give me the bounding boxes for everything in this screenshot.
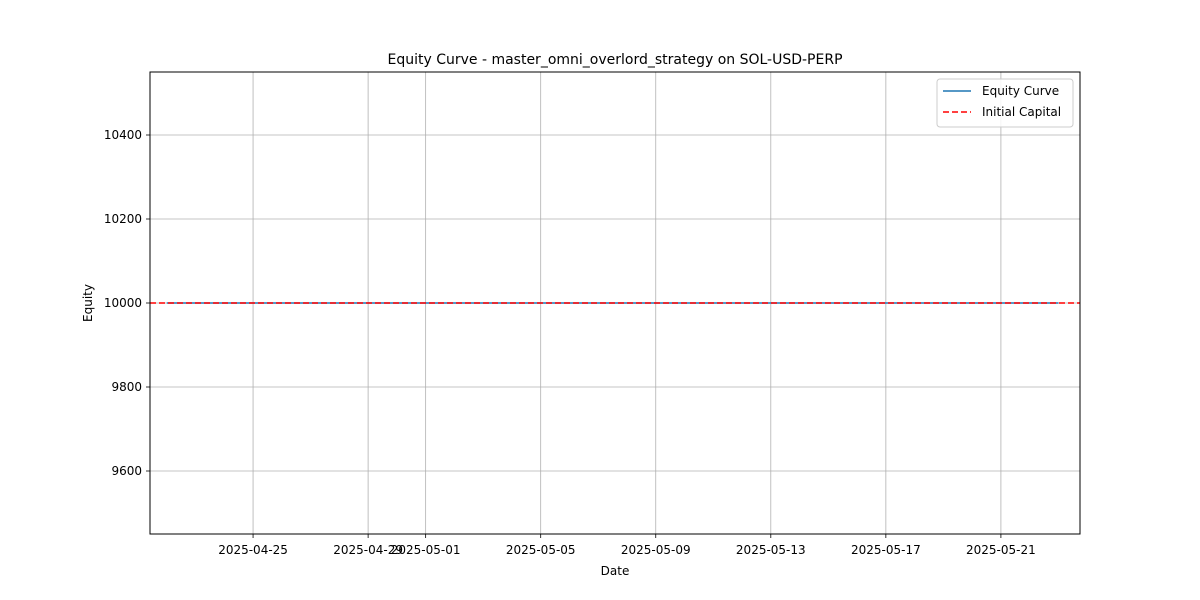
chart-title: Equity Curve - master_omni_overlord_stra… [387, 52, 842, 68]
x-axis-label: Date [601, 564, 630, 578]
x-tick-label: 2025-05-05 [506, 543, 576, 557]
x-tick-label: 2025-05-21 [966, 543, 1036, 557]
y-axis-ticks: 9600 9800 10000 10200 10400 [104, 128, 150, 478]
y-tick-label: 9800 [111, 380, 142, 394]
legend-label: Equity Curve [982, 84, 1059, 98]
x-tick-label: 2025-05-17 [851, 543, 921, 557]
y-axis-label: Equity [81, 284, 95, 322]
y-tick-label: 9600 [111, 464, 142, 478]
x-tick-label: 2025-05-09 [621, 543, 691, 557]
x-tick-label: 2025-05-13 [736, 543, 806, 557]
y-tick-label: 10200 [104, 212, 142, 226]
legend: Equity Curve Initial Capital [936, 78, 1074, 128]
x-tick-label: 2025-05-01 [391, 543, 461, 557]
legend-label: Initial Capital [982, 105, 1061, 119]
x-tick-label: 2025-04-29 [333, 543, 403, 557]
x-tick-label: 2025-04-25 [218, 543, 288, 557]
y-tick-label: 10000 [104, 296, 142, 310]
y-tick-label: 10400 [104, 128, 142, 142]
